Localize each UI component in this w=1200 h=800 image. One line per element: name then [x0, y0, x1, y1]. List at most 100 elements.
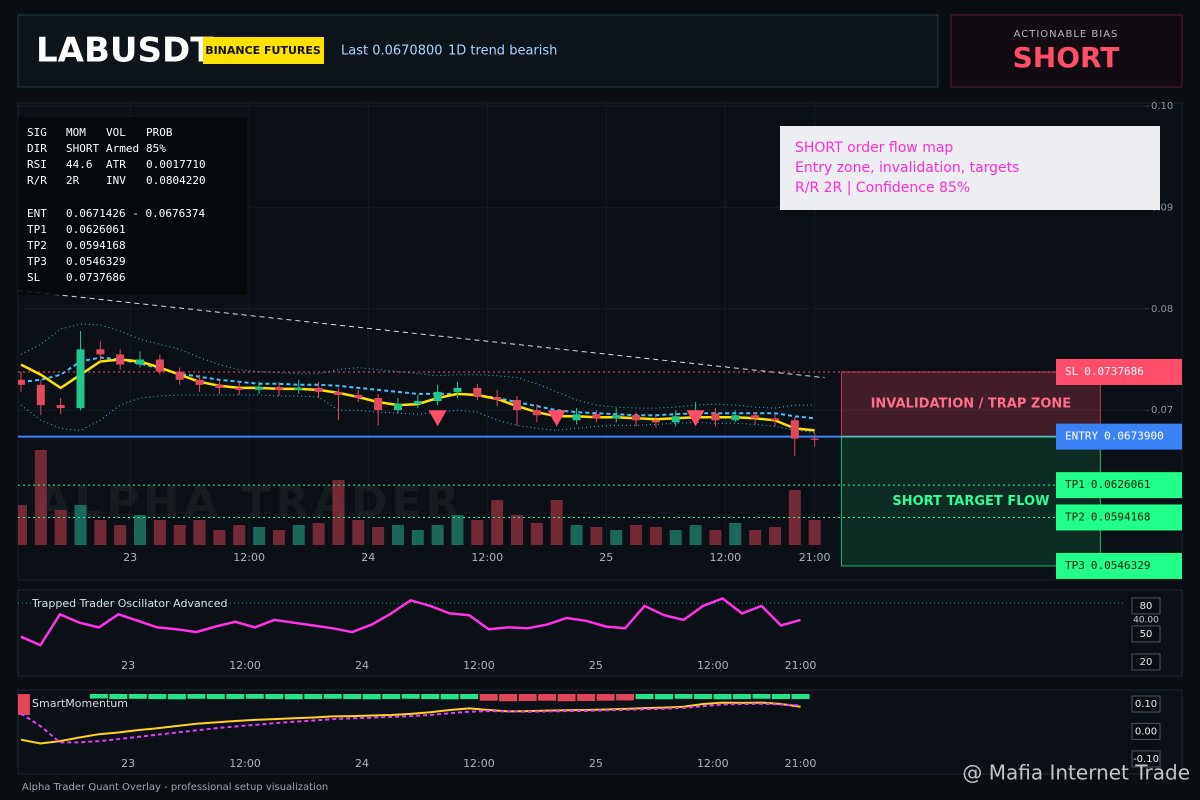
candle-body — [393, 404, 402, 411]
x-tick-label: 25 — [589, 659, 603, 672]
volume-bar — [808, 520, 821, 545]
volume-bar — [689, 525, 702, 545]
candle-body — [592, 414, 601, 419]
last-value-label: 40.00 — [1133, 615, 1159, 625]
info-cell: INV — [106, 174, 126, 187]
histogram-bar — [479, 694, 498, 701]
histogram-bar — [343, 694, 362, 700]
x-tick-label: 21:00 — [799, 551, 831, 564]
momentum-line — [20, 701, 801, 745]
x-tick-label: 12:00 — [697, 659, 729, 672]
x-tick-label: 12:00 — [229, 757, 261, 770]
level-name: TP2 — [1065, 510, 1085, 523]
histogram-bar — [713, 694, 732, 700]
y-tick-box — [1131, 750, 1161, 768]
histogram-bar — [655, 694, 674, 700]
footer: Alpha Trader Quant Overlay - professiona… — [22, 782, 328, 793]
y-tick-label: 80 — [1140, 601, 1153, 612]
candle-body — [493, 396, 502, 401]
candle-body — [810, 438, 819, 440]
histogram-bar — [440, 694, 459, 700]
volume-bar — [332, 480, 345, 545]
histogram-bar — [18, 694, 30, 715]
x-tick-label: 24 — [355, 757, 369, 770]
info-cell: R/R — [27, 174, 47, 187]
histogram-bar — [694, 694, 713, 700]
momentum-plot — [18, 694, 810, 745]
sell-signal — [547, 410, 566, 427]
histogram-bar — [791, 694, 810, 700]
candle-body — [155, 359, 164, 372]
volume-bar — [352, 520, 365, 545]
level-name: TP3 — [1065, 559, 1085, 572]
candle-body — [56, 405, 65, 409]
y-tick-label: 0.07 — [1151, 405, 1173, 416]
y-tick-label: 50 — [1140, 629, 1153, 640]
candle-body — [314, 387, 323, 392]
histogram-bar — [148, 694, 167, 700]
volume-bar — [768, 527, 781, 545]
info-cell: Armed — [106, 142, 139, 155]
info-row: SL 0.0737686 — [27, 271, 126, 284]
candle-body — [255, 386, 264, 390]
trend: 1D trend bearish — [448, 44, 557, 59]
x-tick-label: 12:00 — [233, 551, 265, 564]
volume-bar — [292, 525, 305, 545]
histogram-bar — [635, 694, 654, 700]
histogram-bar — [362, 694, 381, 700]
volume-bar — [74, 505, 87, 545]
overlay: 0.10 0.09 0.08 0.07 23 12:00 24 12:00 25 12:00 21:… — [31, 101, 1182, 770]
candle-body — [671, 416, 680, 423]
candle-body — [473, 387, 482, 397]
volume-bar — [193, 520, 206, 545]
y-tick-label: 0.00 — [1135, 726, 1157, 737]
y-tick-label: 0.09 — [1151, 202, 1173, 213]
info-cell: TP1 — [27, 223, 47, 236]
histogram-bar — [460, 694, 479, 700]
candle-body — [651, 420, 660, 423]
level-tag — [1056, 423, 1182, 450]
volume-bar — [630, 525, 643, 545]
zone-label: SHORT TARGET FLOW — [892, 494, 1049, 509]
candle-body — [632, 415, 641, 421]
info-cell: PROB — [146, 126, 173, 139]
info-cell: 0.0594168 — [66, 239, 126, 252]
sell-signal — [428, 410, 447, 427]
histogram-bar — [499, 694, 518, 702]
info-row: R/R 2R INV 0.0804220 — [27, 174, 206, 187]
volume-bar — [491, 500, 504, 545]
candle-body — [175, 371, 184, 380]
level-value: 0.0546329 — [1091, 559, 1151, 572]
volume-bar — [530, 523, 543, 545]
bias-title: ACTIONABLE BIAS — [1014, 29, 1119, 40]
volume-bar — [749, 530, 762, 545]
info-row: TP1 0.0626061 — [27, 223, 126, 236]
note-line: SHORT order flow map — [795, 140, 953, 156]
zone — [840, 436, 1101, 567]
volume-bar — [391, 525, 404, 545]
x-tick-label: 23 — [121, 659, 135, 672]
band-lower — [20, 394, 815, 433]
symbol: LABUSDT — [36, 31, 214, 71]
info-cell: VOL — [106, 126, 126, 139]
bias-panel — [950, 14, 1183, 88]
histogram-bar — [265, 694, 284, 700]
histogram-bar — [167, 694, 186, 700]
histogram-bar — [401, 694, 420, 699]
sell-signal — [686, 410, 705, 427]
candle-body — [354, 394, 363, 399]
info-row: RSI 44.6 ATR 0.0017710 — [27, 158, 206, 171]
x-tick-label: 21:00 — [785, 757, 817, 770]
info-cell: 2R — [66, 174, 80, 187]
x-tick-label: 21:00 — [785, 659, 817, 672]
histogram-bar — [421, 694, 440, 700]
exchange-badge — [203, 37, 324, 64]
volume-bar — [471, 520, 484, 545]
exchange: BINANCE FUTURES — [205, 44, 321, 57]
momentum-panel — [17, 689, 1183, 775]
x-tick-label: 12:00 — [697, 757, 729, 770]
info-row: DIR SHORT Armed 85% — [27, 142, 166, 155]
histogram-bar — [772, 694, 791, 700]
